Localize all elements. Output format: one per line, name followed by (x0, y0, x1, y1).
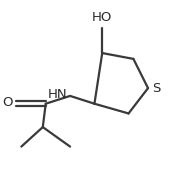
Text: HO: HO (92, 11, 112, 24)
Text: S: S (152, 82, 160, 95)
Text: O: O (2, 96, 13, 109)
Text: HN: HN (48, 89, 67, 101)
